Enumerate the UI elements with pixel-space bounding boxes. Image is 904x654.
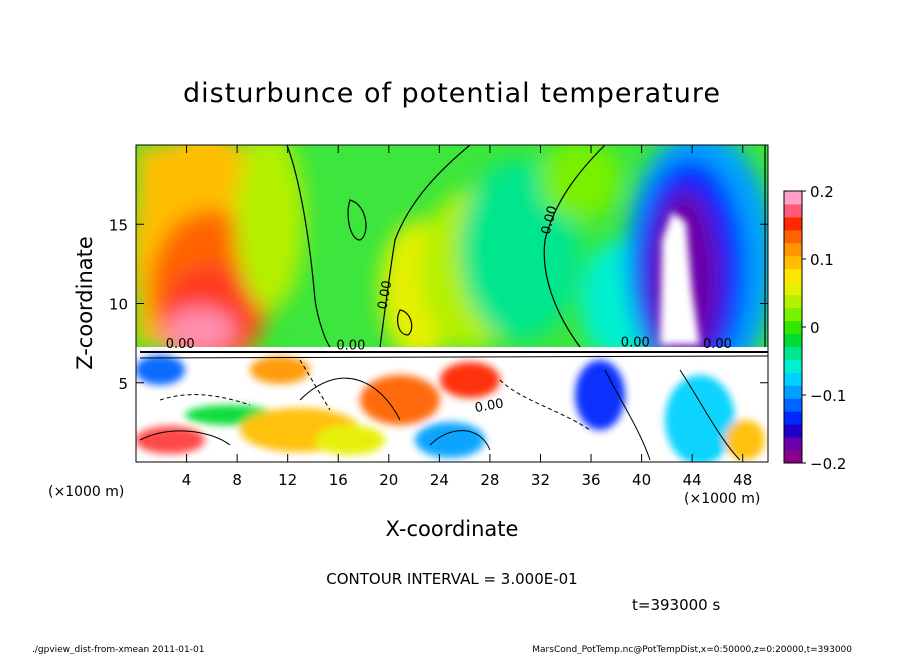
x-tick-label: 4	[182, 471, 192, 489]
colorbar-swatch	[784, 203, 802, 218]
x-tick-label: 24	[430, 471, 449, 489]
colorbar-swatch	[784, 424, 802, 438]
x-tick-label: 44	[683, 471, 702, 489]
colorbar-swatch	[784, 281, 802, 296]
contour-label: 0.00	[621, 335, 650, 350]
contour-label: 0.00	[703, 337, 732, 352]
colorbar-swatch	[784, 191, 802, 205]
x-units-right: (×1000 m)	[684, 491, 760, 507]
x-tick-label: 36	[581, 471, 600, 489]
colorbar-tick-label: 0	[810, 319, 820, 337]
contour-label: 0.00	[166, 337, 195, 352]
footer-left: ./gpview_dist-from-xmean 2011-01-01	[32, 645, 204, 654]
colorbar-swatch	[784, 255, 802, 270]
time-label: t=393000 s	[632, 596, 720, 614]
colorbar-swatch	[784, 242, 802, 257]
colorbar-swatch	[784, 372, 802, 386]
colorbar	[784, 191, 802, 464]
colorbar-tick-label: 0.2	[810, 183, 834, 201]
colorbar-swatch	[784, 268, 802, 283]
y-axis: 5 10 15	[109, 216, 768, 393]
x-tick-label: 40	[632, 471, 651, 489]
y-tick-label: 5	[118, 375, 128, 393]
contour-label: 0.00	[539, 204, 561, 236]
x-tick-label: 32	[531, 471, 550, 489]
colorbar-swatch	[784, 359, 802, 373]
colorbar-swatch	[784, 385, 802, 399]
x-tick-label: 8	[232, 471, 242, 489]
x-tick-label: 12	[278, 471, 297, 489]
x-tick-label: 48	[733, 471, 752, 489]
colorbar-swatch	[784, 346, 802, 360]
contour-interval-note: CONTOUR INTERVAL = 3.000E-01	[326, 570, 577, 588]
contour-label: 0.00	[474, 396, 505, 416]
colorbar-swatch	[784, 437, 802, 451]
colorbar-swatch	[784, 216, 802, 231]
chart-title: disturbunce of potential temperature	[183, 78, 721, 109]
x-tick-label: 16	[329, 471, 348, 489]
x-axis-label: X-coordinate	[386, 517, 519, 541]
x-tick-label: 28	[480, 471, 499, 489]
colorbar-tick-label: −0.2	[810, 455, 846, 473]
colorbar-swatch	[784, 294, 802, 309]
y-tick-label: 15	[109, 216, 128, 234]
x-units-left: (×1000 m)	[48, 484, 124, 500]
contour-label-group: 0.00 0.00 0.00 0.00 0.00 0.00 0.00	[166, 204, 732, 416]
colorbar-swatch	[784, 450, 802, 464]
x-tick-label: 20	[379, 471, 398, 489]
colorbar-tick-label: −0.1	[810, 387, 846, 405]
x-axis: 4 8 12 16 20 24 28 32 36 40 44 48	[182, 145, 752, 489]
colorbar-swatch	[784, 307, 802, 322]
colorbar-swatch	[784, 411, 802, 425]
y-tick-label: 10	[109, 296, 128, 314]
colorbar-swatch	[784, 320, 802, 334]
colorbar-tick-label: 0.1	[810, 251, 834, 269]
heatmap-plot-area	[136, 145, 768, 462]
colorbar-swatch	[784, 333, 802, 347]
y-axis-label: Z-coordinate	[73, 236, 97, 370]
contour-label: 0.00	[375, 279, 395, 310]
footer-right: MarsCond_PotTemp.nc@PotTempDist,x=0:5000…	[532, 645, 852, 654]
contour-label: 0.00	[336, 338, 365, 353]
colorbar-swatch	[784, 398, 802, 412]
colorbar-ticks: 0.2 0.1 0 −0.1 −0.2	[802, 183, 846, 473]
colorbar-swatch	[784, 229, 802, 244]
